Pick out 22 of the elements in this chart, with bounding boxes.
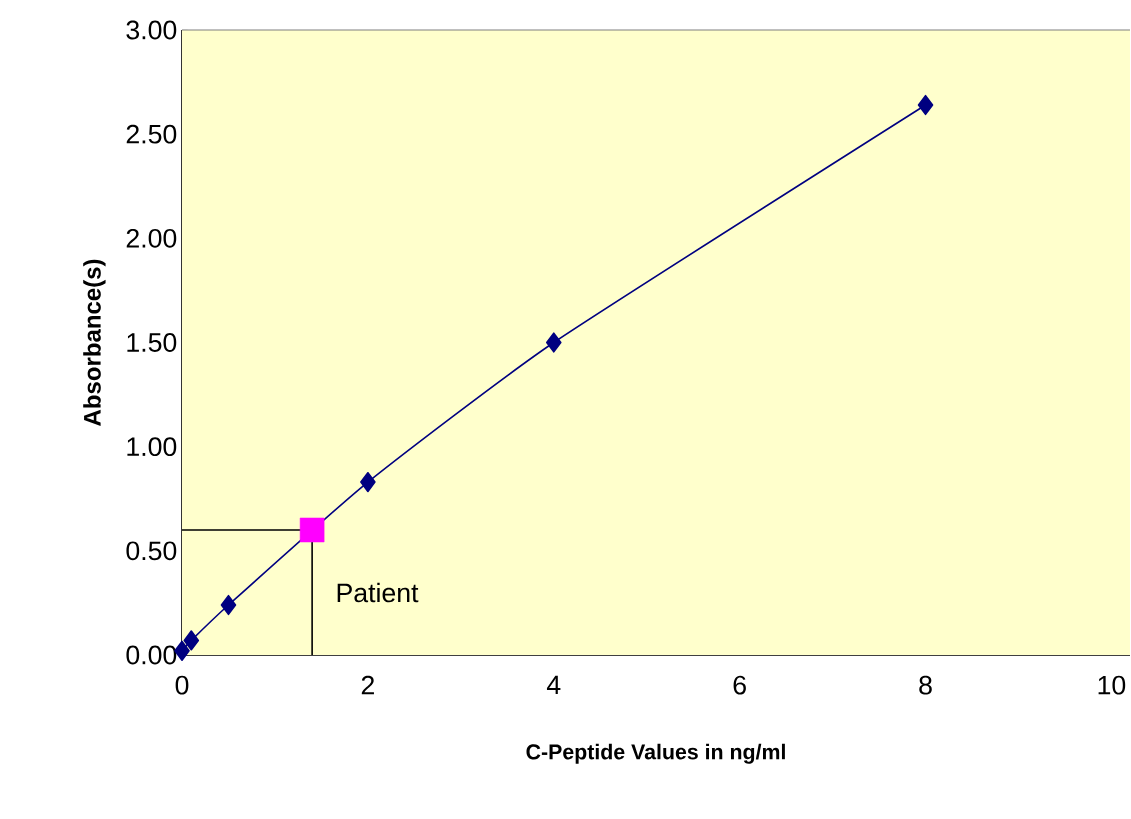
point — [360, 471, 376, 493]
point — [917, 94, 934, 116]
x-tick-label: 6 — [733, 675, 746, 695]
point — [183, 630, 200, 651]
y-tick-label: 1.50 — [127, 333, 177, 352]
point — [299, 517, 325, 543]
x-tick-label: 8 — [919, 675, 932, 695]
annotation: Patient — [337, 582, 419, 603]
y-tick-label: 3.00 — [126, 20, 177, 40]
x-tick-label: 0 — [175, 675, 189, 695]
y-tick-label: 0.00 — [126, 645, 177, 665]
x-tick-label: 2 — [361, 675, 374, 695]
x-tick-label: 10 — [1098, 675, 1126, 695]
y-tick-label: 0.50 — [126, 541, 177, 561]
point — [220, 594, 237, 616]
y-tick-label: 2.00 — [126, 228, 177, 248]
y-axis-title: Absorbance(s) — [83, 259, 106, 426]
x-tick-label: 4 — [546, 675, 561, 695]
y-tick-label: 1.00 — [127, 437, 177, 457]
point — [545, 332, 562, 353]
x-axis-title: C-Peptide Values in ng/ml — [526, 743, 785, 764]
y-tick-label: 2.50 — [126, 124, 177, 144]
